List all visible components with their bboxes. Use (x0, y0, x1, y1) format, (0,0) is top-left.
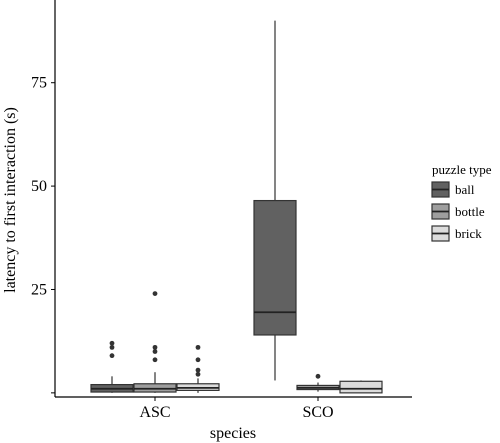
outlier-point (195, 367, 201, 373)
outlier-point (109, 353, 115, 359)
outlier-point (109, 344, 115, 350)
legend: puzzle type ball bottle brick (431, 162, 492, 242)
x-tick-label: SCO (302, 404, 333, 421)
outlier-point (195, 371, 201, 377)
x-tick-label: ASC (139, 404, 170, 421)
box-ball-sco (253, 20, 297, 381)
y-tick-label: 25 (31, 281, 47, 298)
box-bottle-sco (296, 373, 340, 392)
box-brick-asc (176, 344, 220, 393)
legend-label-brick: brick (455, 226, 482, 241)
plot-area (90, 20, 383, 394)
box-bottle-asc (133, 291, 177, 393)
x-axis-title: species (210, 425, 256, 442)
outlier-point (195, 344, 201, 350)
legend-label-ball: ball (455, 182, 475, 197)
outlier-point (195, 357, 201, 363)
box-ball-asc (90, 340, 134, 393)
legend-label-bottle: bottle (455, 204, 485, 219)
outlier-point (109, 340, 115, 346)
outlier-point (152, 344, 158, 350)
outlier-point (152, 349, 158, 354)
outlier-point (152, 291, 158, 297)
legend-title: puzzle type (432, 162, 492, 177)
outlier-point (152, 357, 158, 363)
box-body (339, 380, 383, 394)
box-brick-sco (339, 380, 383, 394)
y-tick-label: 75 (31, 75, 47, 92)
box-body (253, 199, 297, 336)
axes: 25 50 75 ASC SCO (31, 0, 412, 421)
y-axis-title: latency to first interaction (s) (2, 107, 19, 293)
y-tick-label: 50 (31, 178, 47, 195)
outlier-point (315, 373, 321, 379)
